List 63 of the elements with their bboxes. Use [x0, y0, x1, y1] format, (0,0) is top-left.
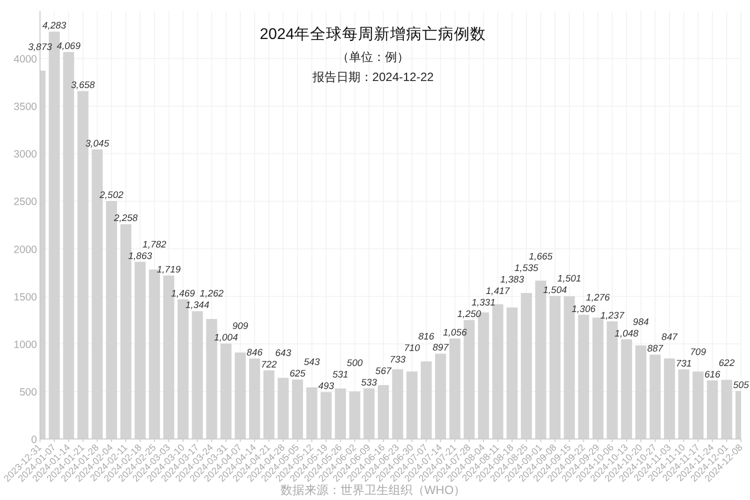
data-label: 1,383 — [500, 274, 525, 286]
data-label: 2,258 — [112, 213, 138, 224]
y-tick-label: 500 — [19, 386, 38, 398]
data-label: 1,250 — [457, 309, 482, 320]
data-label: 887 — [647, 344, 664, 355]
data-label: 622 — [718, 358, 736, 369]
source-note: 数据来源：世界卫生组织（WHO） — [280, 483, 466, 497]
data-label: 1,344 — [185, 300, 210, 312]
data-label: 1,004 — [214, 332, 238, 344]
data-label: 1,469 — [171, 288, 196, 300]
data-label: 1,306 — [572, 304, 596, 315]
y-tick-label: 3500 — [14, 101, 38, 114]
data-label: 733 — [390, 354, 406, 366]
data-label: 2,502 — [98, 190, 124, 202]
data-label: 4,069 — [56, 40, 82, 52]
y-tick-label: 4000 — [14, 54, 38, 66]
data-label: 1,501 — [557, 273, 582, 284]
data-label: 1,048 — [614, 328, 640, 340]
y-tick-label: 1500 — [14, 291, 38, 304]
data-label: 1,276 — [586, 292, 611, 304]
data-label: 897 — [432, 342, 450, 354]
data-label: 1,782 — [142, 239, 168, 250]
data-label: 1,719 — [156, 264, 182, 276]
data-label: 816 — [418, 331, 435, 342]
data-label: 710 — [404, 342, 421, 354]
data-label: 1,535 — [514, 263, 540, 274]
data-label: 1,262 — [200, 288, 224, 300]
y-tick-label: 3000 — [14, 148, 38, 161]
text: 2024年全球每周新增病亡病例数 — [260, 25, 486, 43]
data-label: 3,658 — [71, 80, 96, 92]
data-label: 625 — [290, 368, 306, 380]
data-label: 3,873 — [28, 42, 53, 54]
data-label: 505 — [733, 380, 750, 391]
data-label: 3,045 — [85, 138, 110, 150]
data-label: 1,331 — [472, 298, 496, 309]
data-label: 1,237 — [600, 310, 625, 322]
data-label: 567 — [375, 366, 392, 377]
data-label: 616 — [704, 369, 722, 380]
data-label: 722 — [260, 359, 278, 370]
data-label: 909 — [232, 321, 249, 332]
data-label: 1,504 — [543, 284, 567, 296]
y-tick-label: 1000 — [14, 338, 38, 351]
data-label: 543 — [304, 357, 320, 368]
text: （单位：例） — [337, 50, 409, 64]
data-label: 1,417 — [486, 286, 510, 298]
data-label: 533 — [361, 377, 378, 388]
data-label: 731 — [676, 358, 692, 370]
data-label: 4,283 — [42, 20, 67, 32]
data-label: 493 — [318, 381, 335, 392]
data-label: 709 — [690, 346, 707, 358]
y-tick-label: 2500 — [14, 196, 38, 208]
data-label: 1,056 — [442, 328, 468, 339]
annotation: 报告日期：2024-12-22 — [311, 70, 434, 84]
data-label: 500 — [346, 358, 364, 370]
data-label: 984 — [632, 316, 649, 328]
y-tick-label: 0 — [31, 434, 38, 446]
data-label: 643 — [275, 348, 292, 359]
data-label: 1,665 — [528, 252, 554, 263]
data-label: 846 — [246, 348, 264, 359]
y-tick-label: 2000 — [14, 244, 38, 256]
data-label: 847 — [662, 332, 678, 344]
data-label: 1,863 — [128, 250, 153, 262]
data-label: 531 — [332, 370, 348, 381]
